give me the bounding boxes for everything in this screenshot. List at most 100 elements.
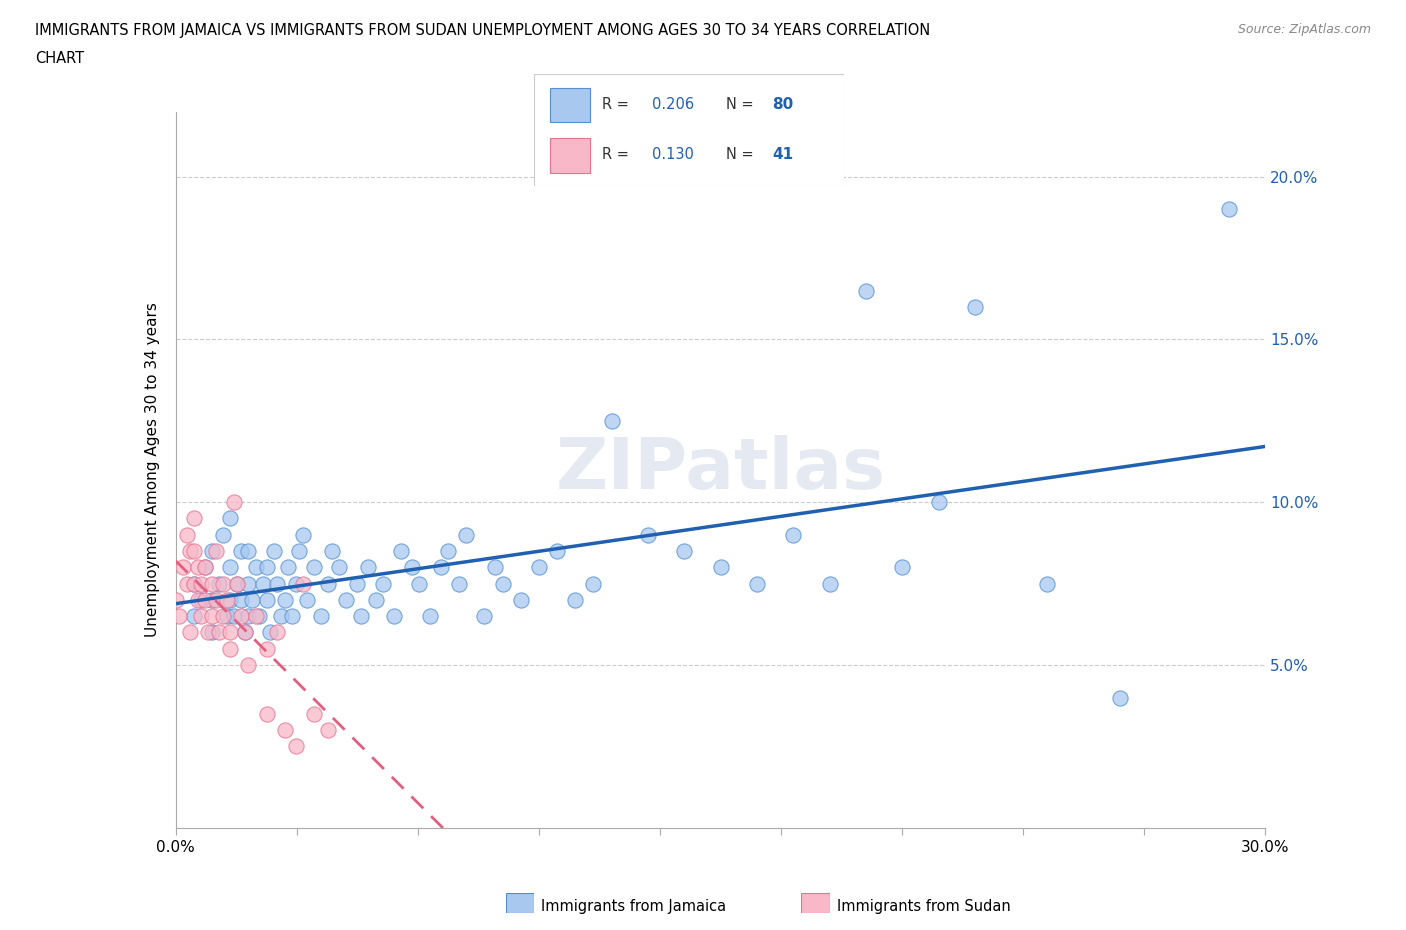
Point bbox=[212, 576, 235, 591]
Point bbox=[245, 560, 267, 575]
Point bbox=[266, 576, 288, 591]
Point bbox=[222, 609, 245, 624]
FancyBboxPatch shape bbox=[550, 87, 591, 123]
Point bbox=[238, 543, 260, 558]
Point bbox=[673, 543, 696, 558]
Point bbox=[346, 576, 368, 591]
Point bbox=[165, 592, 187, 607]
Point bbox=[204, 592, 226, 607]
Text: IMMIGRANTS FROM JAMAICA VS IMMIGRANTS FROM SUDAN UNEMPLOYMENT AMONG AGES 30 TO 3: IMMIGRANTS FROM JAMAICA VS IMMIGRANTS FR… bbox=[35, 23, 931, 38]
Point bbox=[194, 560, 217, 575]
Point bbox=[179, 543, 201, 558]
Point bbox=[600, 413, 623, 428]
Point bbox=[179, 625, 201, 640]
Point bbox=[233, 625, 256, 640]
Point bbox=[219, 512, 242, 526]
Point bbox=[447, 576, 470, 591]
Point bbox=[419, 609, 441, 624]
Point bbox=[350, 609, 373, 624]
Point bbox=[302, 707, 325, 722]
Point bbox=[212, 609, 235, 624]
Point bbox=[291, 527, 314, 542]
Point bbox=[201, 592, 224, 607]
Point bbox=[231, 592, 253, 607]
Point bbox=[492, 576, 515, 591]
Point bbox=[222, 495, 245, 510]
Point bbox=[963, 299, 986, 314]
Point bbox=[233, 625, 256, 640]
Text: R =: R = bbox=[602, 147, 634, 162]
Point bbox=[231, 543, 253, 558]
FancyBboxPatch shape bbox=[550, 138, 591, 173]
Point bbox=[256, 592, 278, 607]
Point bbox=[309, 609, 332, 624]
Point bbox=[215, 609, 238, 624]
Point bbox=[238, 576, 260, 591]
Point bbox=[401, 560, 423, 575]
Point bbox=[238, 658, 260, 672]
Text: 0.206: 0.206 bbox=[652, 97, 695, 112]
Point bbox=[201, 625, 224, 640]
Point bbox=[408, 576, 430, 591]
FancyBboxPatch shape bbox=[534, 74, 844, 186]
Point bbox=[201, 609, 224, 624]
Point bbox=[430, 560, 453, 575]
Point bbox=[252, 576, 274, 591]
Point bbox=[321, 543, 343, 558]
Point bbox=[437, 543, 460, 558]
Point bbox=[190, 576, 212, 591]
Point bbox=[1036, 576, 1059, 591]
Point bbox=[256, 642, 278, 657]
Point bbox=[270, 609, 292, 624]
Point bbox=[226, 576, 249, 591]
Point bbox=[318, 576, 340, 591]
Text: ZIPatlas: ZIPatlas bbox=[555, 435, 886, 504]
Point bbox=[891, 560, 914, 575]
Point bbox=[190, 609, 212, 624]
Point bbox=[855, 283, 877, 298]
Point bbox=[259, 625, 281, 640]
Point bbox=[215, 592, 238, 607]
Point bbox=[274, 592, 297, 607]
Point bbox=[245, 609, 267, 624]
Point bbox=[169, 609, 191, 624]
Y-axis label: Unemployment Among Ages 30 to 34 years: Unemployment Among Ages 30 to 34 years bbox=[145, 302, 160, 637]
Point bbox=[637, 527, 659, 542]
Text: CHART: CHART bbox=[35, 51, 84, 66]
Point bbox=[284, 738, 307, 753]
Point bbox=[782, 527, 804, 542]
Point bbox=[208, 625, 231, 640]
Point bbox=[238, 609, 260, 624]
Point bbox=[197, 625, 219, 640]
Point bbox=[389, 543, 412, 558]
Point bbox=[183, 512, 205, 526]
Point bbox=[172, 560, 194, 575]
Point bbox=[247, 609, 270, 624]
Point bbox=[219, 592, 242, 607]
Text: 80: 80 bbox=[772, 97, 794, 112]
Text: 41: 41 bbox=[772, 147, 793, 162]
Point bbox=[201, 576, 224, 591]
Point bbox=[295, 592, 318, 607]
Point bbox=[266, 625, 288, 640]
Point bbox=[291, 576, 314, 591]
Point bbox=[318, 723, 340, 737]
Point bbox=[1218, 202, 1240, 217]
Point bbox=[274, 723, 297, 737]
Point bbox=[186, 592, 209, 607]
Point bbox=[328, 560, 350, 575]
Point bbox=[186, 560, 209, 575]
Point bbox=[484, 560, 506, 575]
Point bbox=[194, 560, 217, 575]
Point bbox=[745, 576, 768, 591]
Point bbox=[582, 576, 605, 591]
Point bbox=[219, 642, 242, 657]
Point bbox=[277, 560, 299, 575]
Point bbox=[183, 576, 205, 591]
Point bbox=[183, 543, 205, 558]
Point bbox=[288, 543, 311, 558]
Text: Immigrants from Sudan: Immigrants from Sudan bbox=[837, 899, 1011, 914]
Point bbox=[256, 707, 278, 722]
Point bbox=[364, 592, 387, 607]
Text: Source: ZipAtlas.com: Source: ZipAtlas.com bbox=[1237, 23, 1371, 36]
